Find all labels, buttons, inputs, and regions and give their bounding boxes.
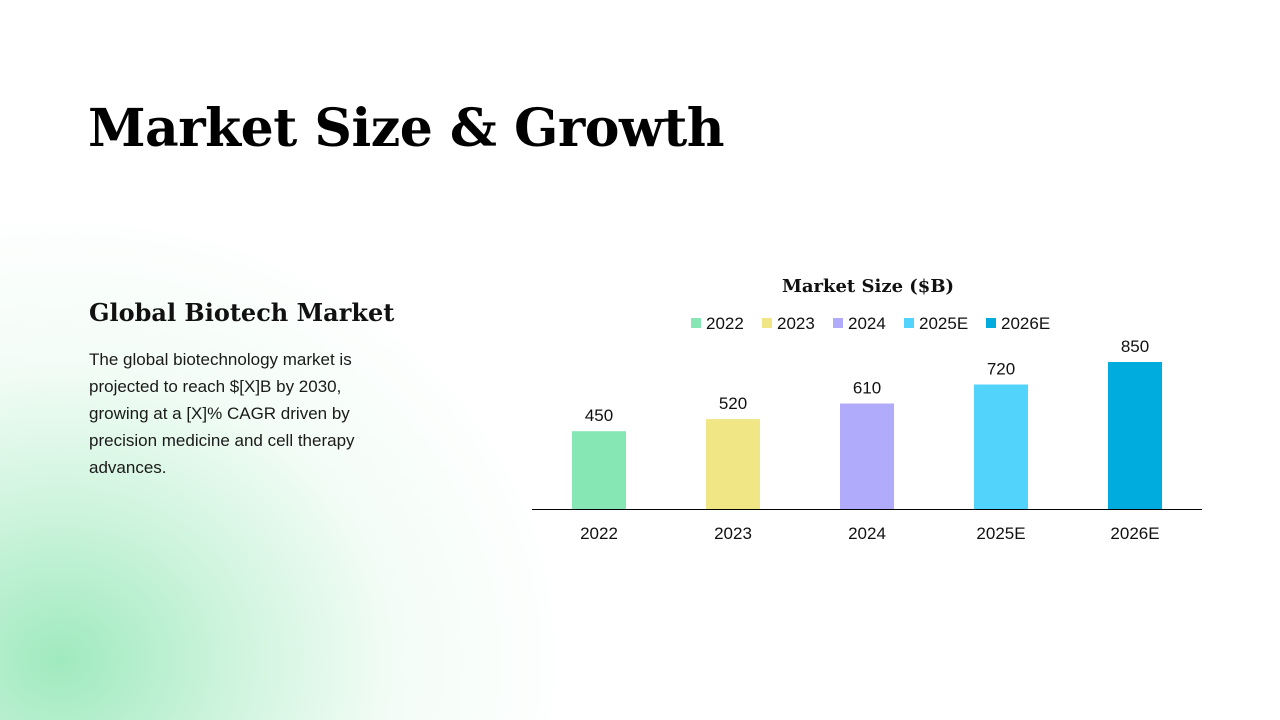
legend-label-2023: 2023 (777, 314, 815, 333)
data-label-2025e: 720 (987, 360, 1015, 379)
chart-legend: 2022 2023 2024 2025E 2026E (691, 314, 1050, 333)
x-tick-label-2025e: 2025E (976, 524, 1025, 543)
x-tick-label-2024: 2024 (848, 524, 886, 543)
bar-2022 (572, 431, 626, 509)
legend-label-2025e: 2025E (919, 314, 968, 333)
bar-2026e (1108, 362, 1162, 509)
legend-label-2024: 2024 (848, 314, 886, 333)
x-tick-label-2022: 2022 (580, 524, 618, 543)
legend-swatch-2023 (762, 318, 772, 328)
legend-label-2026e: 2026E (1001, 314, 1050, 333)
x-axis-ticks: 2022 2023 2024 2025E 2026E (580, 524, 1160, 543)
data-label-2024: 610 (853, 379, 881, 398)
legend-swatch-2025e (904, 318, 914, 328)
legend-label-2022: 2022 (706, 314, 744, 333)
chart-title: Market Size ($B) (782, 276, 954, 297)
x-tick-label-2026e: 2026E (1110, 524, 1159, 543)
legend-swatch-2022 (691, 318, 701, 328)
data-label-2022: 450 (585, 406, 613, 425)
legend-swatch-2026e (986, 318, 996, 328)
bar-2023 (706, 419, 760, 509)
bar-2024 (840, 403, 894, 509)
section-heading: Global Biotech Market (89, 298, 395, 327)
section-body: The global biotechnology market is proje… (89, 350, 355, 477)
x-tick-label-2023: 2023 (714, 524, 752, 543)
legend-swatch-2024 (833, 318, 843, 328)
data-label-2026e: 850 (1121, 337, 1149, 356)
chart-bars: 450 520 610 720 850 (572, 337, 1162, 509)
slide-title: Market Size & Growth (88, 98, 725, 159)
data-label-2023: 520 (719, 394, 747, 413)
bar-2025e (974, 384, 1028, 509)
